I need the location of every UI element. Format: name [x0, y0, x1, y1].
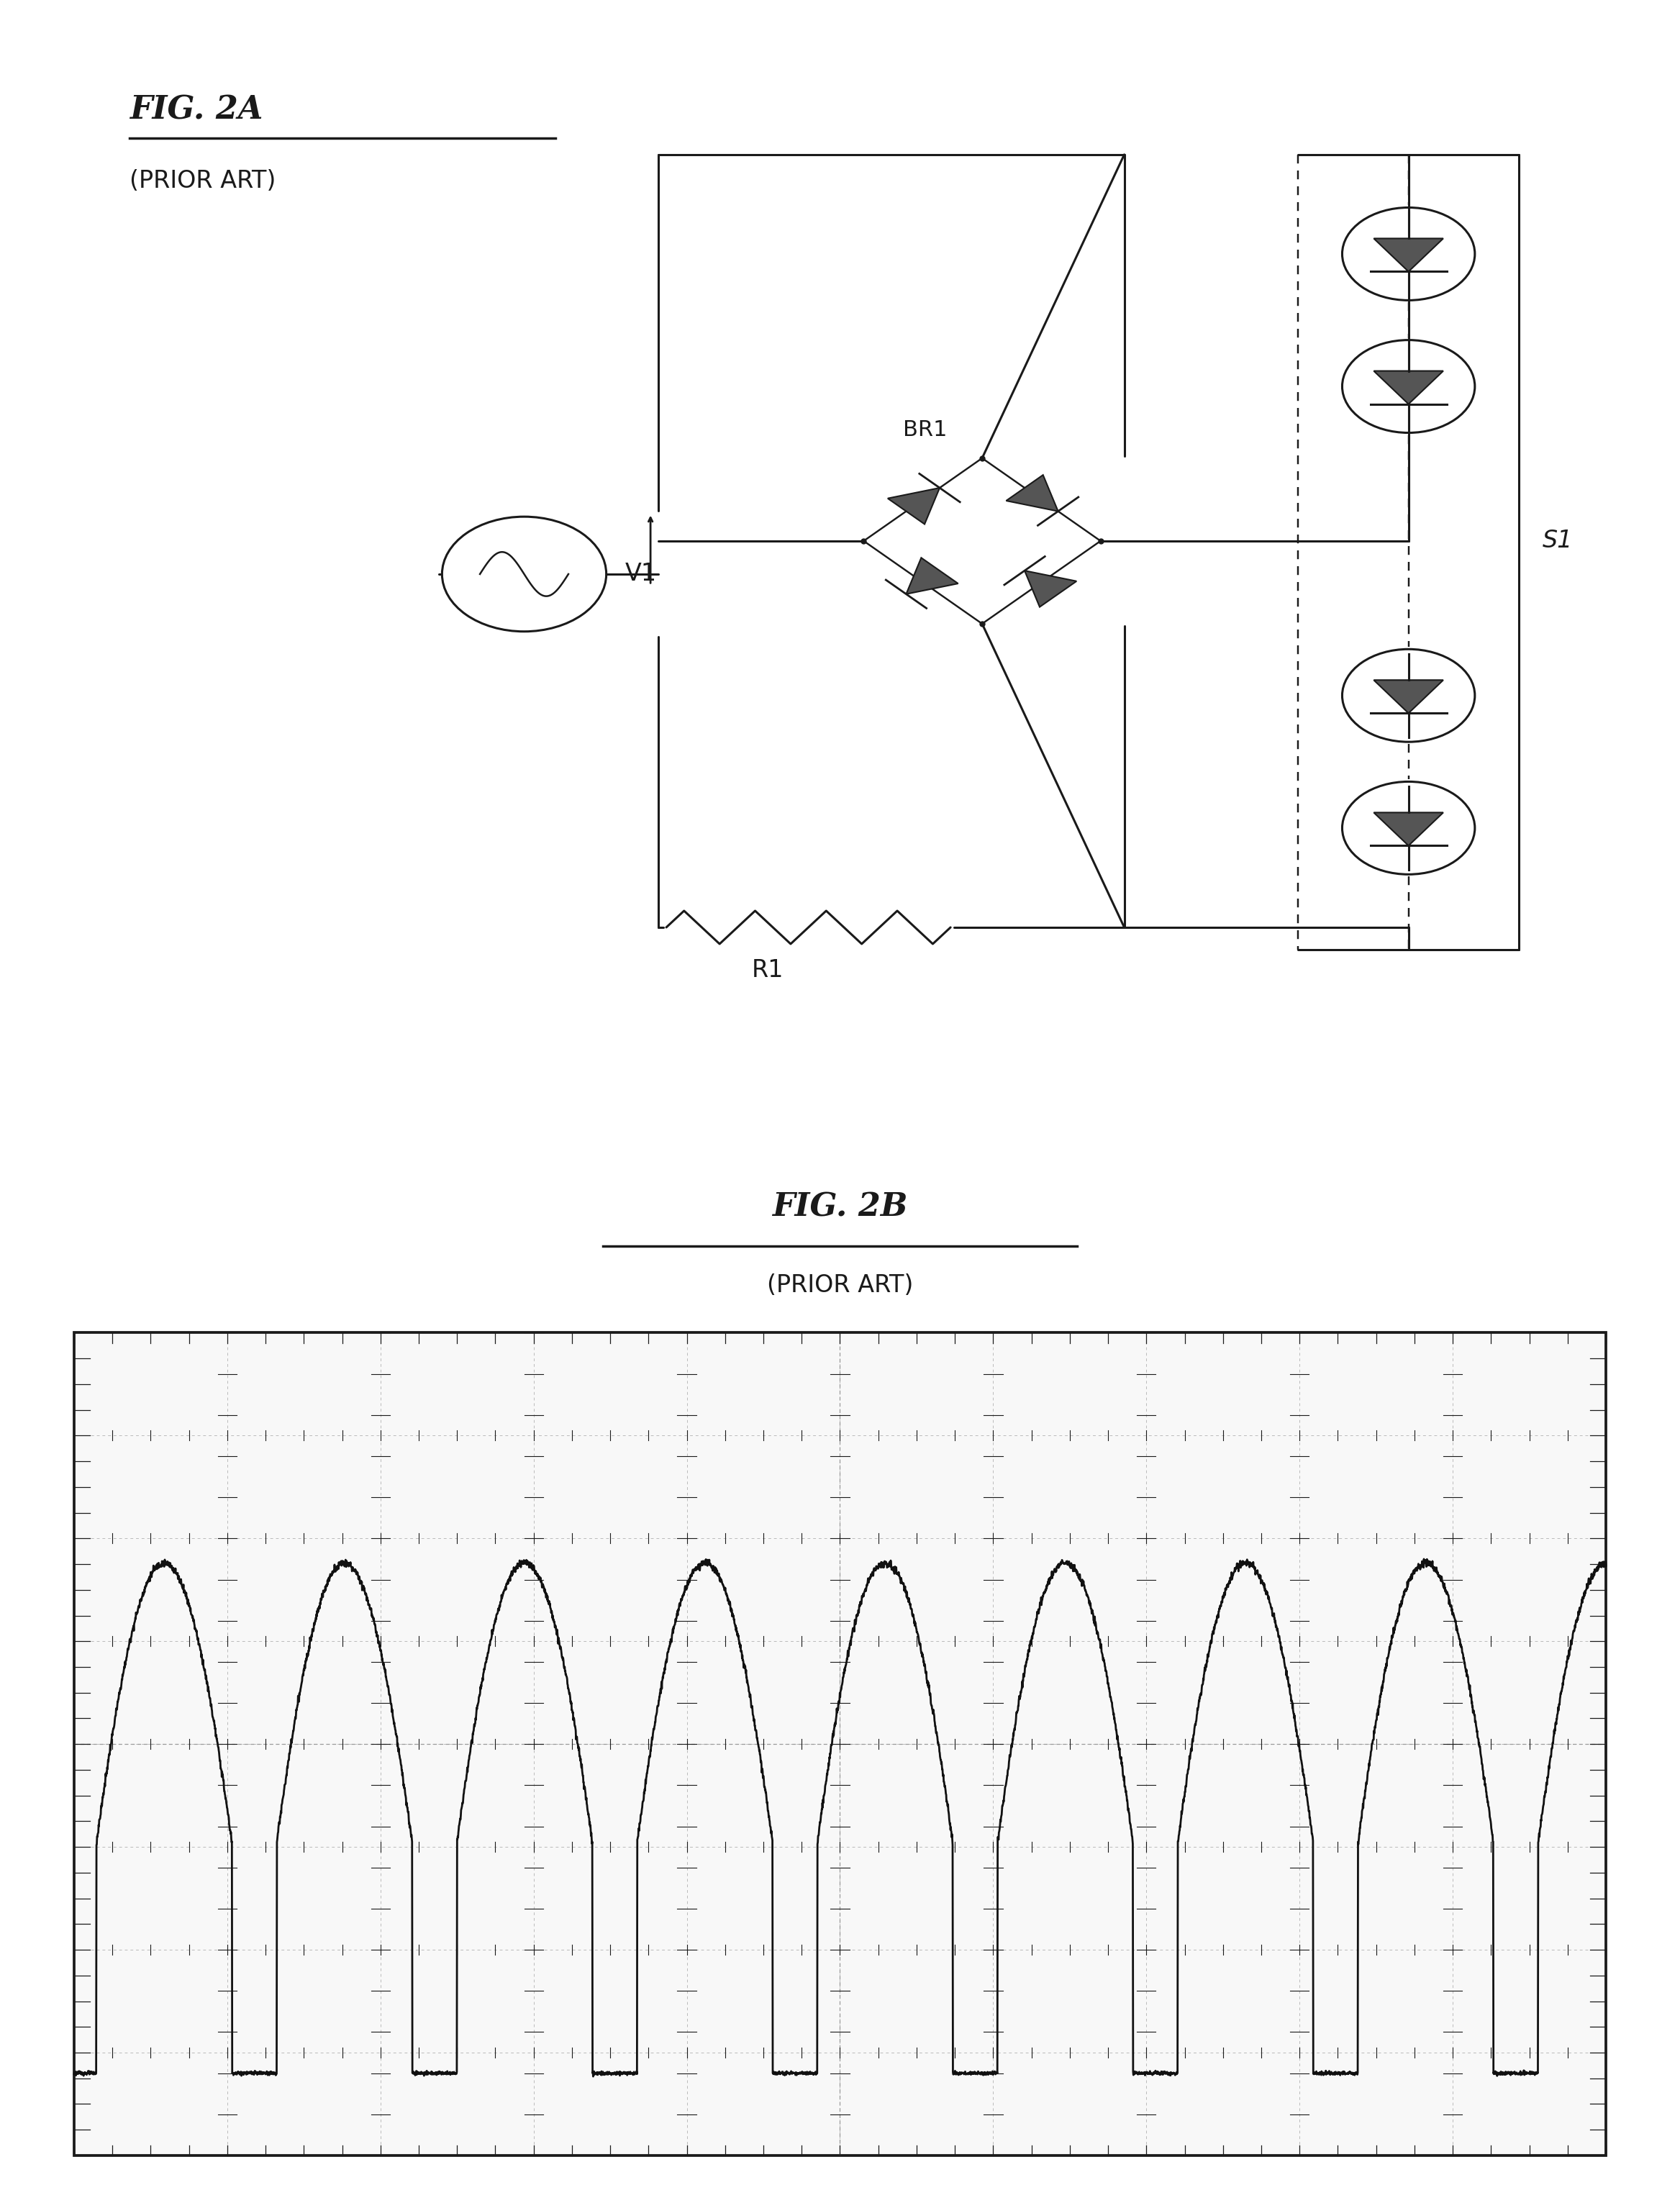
Polygon shape — [1374, 238, 1443, 272]
Text: FIG. 2B: FIG. 2B — [773, 1192, 907, 1223]
Text: V1: V1 — [625, 563, 657, 585]
Polygon shape — [1374, 680, 1443, 713]
Bar — [74, 1334, 1606, 2155]
Polygon shape — [1006, 475, 1058, 512]
Polygon shape — [887, 488, 939, 523]
Text: (PRIOR ART): (PRIOR ART) — [129, 170, 276, 192]
Text: BR1: BR1 — [904, 420, 948, 439]
Text: FIG. 2A: FIG. 2A — [129, 95, 262, 126]
Polygon shape — [1374, 813, 1443, 846]
Text: R1: R1 — [751, 958, 783, 983]
Text: (PRIOR ART): (PRIOR ART) — [766, 1274, 914, 1296]
Text: S1: S1 — [1542, 530, 1572, 552]
Polygon shape — [1025, 570, 1077, 607]
Polygon shape — [1374, 371, 1443, 404]
Circle shape — [442, 517, 606, 631]
Polygon shape — [906, 559, 958, 594]
